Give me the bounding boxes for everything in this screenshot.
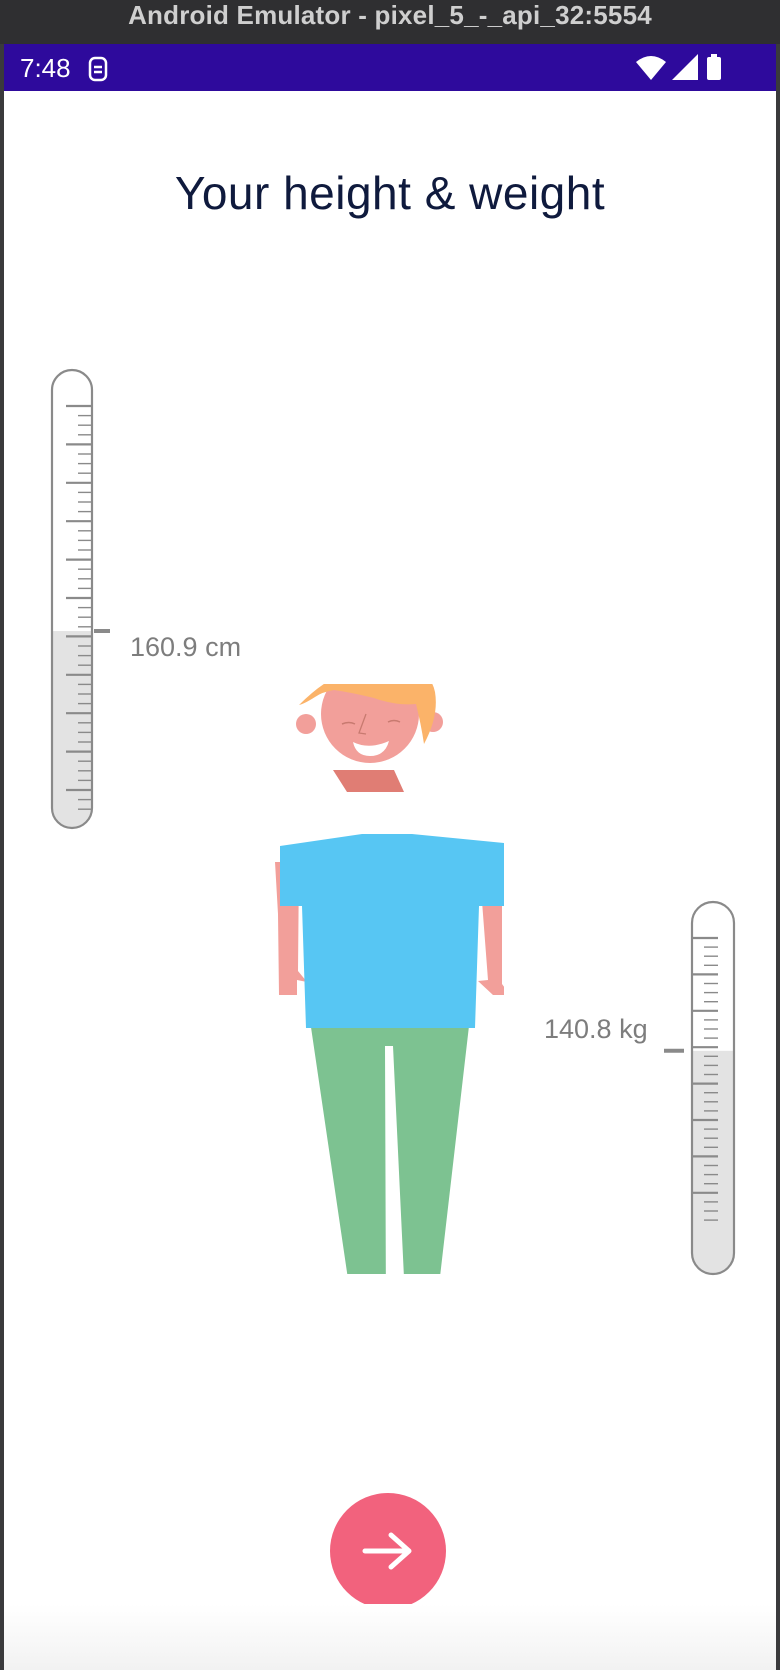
cell-signal-icon [672,54,698,85]
window-title: Android Emulator - pixel_5_-_api_32:5554 [128,0,652,30]
next-button[interactable] [330,1493,446,1609]
weight-gauge-tube [690,900,736,1276]
weight-gauge-fill [692,1050,734,1274]
wifi-icon [636,54,666,85]
sim-card-icon [88,56,108,87]
window-titlebar: Android Emulator - pixel_5_-_api_32:5554 [0,0,780,44]
bottom-edge [4,1604,776,1670]
device-screen: 7:48 Your height & weight 160. [4,44,776,1670]
weight-gauge[interactable] [662,900,742,1280]
status-bar: 7:48 [4,44,776,91]
height-gauge[interactable] [50,368,110,838]
height-readout: 160.9 cm [130,632,242,662]
height-gauge-fill [52,631,92,828]
person-illustration [275,684,504,1274]
height-gauge-scale [66,404,92,810]
page-title: Your height & weight [174,167,606,219]
arrow-right-icon [362,1532,412,1570]
battery-icon [706,54,722,85]
weight-gauge-scale [692,936,718,1221]
weight-readout: 140.8 kg [544,1014,648,1044]
status-time: 7:48 [20,53,71,83]
